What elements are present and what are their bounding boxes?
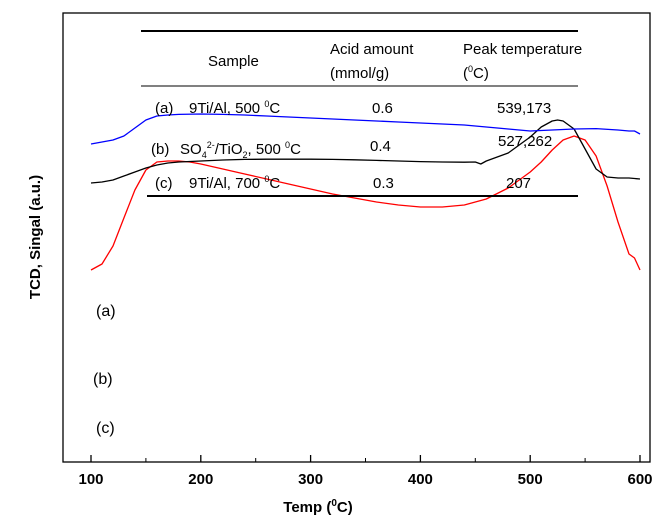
table-header-1: Acid amount — [330, 41, 414, 58]
y-axis-title: TCD, Singal (a.u.) — [27, 175, 44, 299]
x-tick-label: 100 — [78, 471, 103, 488]
table-row: (c) 9Ti/Al, 700 0C 0.3 207 — [155, 174, 531, 192]
table-row-label: (b) — [151, 141, 169, 158]
x-tick-label: 400 — [408, 471, 433, 488]
series-lines — [90, 113, 641, 271]
x-tick-label: 600 — [627, 471, 652, 488]
table-row: (a) 9Ti/Al, 500 0C 0.6 539,173 — [155, 99, 551, 117]
table-row-acid: 0.3 — [373, 175, 394, 192]
table-header-2-line2: (0C) — [463, 64, 489, 82]
x-axis-title: Temp (0C) — [283, 498, 352, 516]
series-label-1: (b) — [93, 371, 113, 388]
table-row-peak: 207 — [506, 175, 531, 192]
x-tick-label: 200 — [188, 471, 213, 488]
table-row-sample: SO42-/TiO2, 500 0C — [180, 140, 301, 160]
table-header-2: Peak temperature — [463, 41, 582, 58]
series-labels: (a) (b) (c) — [93, 303, 116, 437]
series-label-2: (c) — [96, 420, 115, 437]
table-row-sample: 9Ti/Al, 700 0C — [189, 174, 280, 192]
table-row: (b) SO42-/TiO2, 500 0C 0.4 527,262 — [151, 133, 552, 160]
table-row-sample: 9Ti/Al, 500 0C — [189, 99, 280, 117]
x-axis-tick-labels: 100 200 300 400 500 600 — [78, 471, 652, 488]
table-row-label: (a) — [155, 100, 173, 117]
table-rows: (a) 9Ti/Al, 500 0C 0.6 539,173 (b) SO42-/TiO2… — [151, 99, 552, 192]
table-header-0: Sample — [208, 53, 259, 70]
table-row-peak: 527,262 — [498, 133, 552, 150]
series-line-1 — [90, 119, 641, 184]
x-axis-ticks — [90, 455, 641, 462]
table-header-1-line2: (mmol/g) — [330, 65, 389, 82]
x-tick-label: 500 — [518, 471, 543, 488]
series-line-0 — [90, 135, 641, 271]
summary-table: Sample Acid amount (mmol/g) Peak temperatur… — [141, 30, 582, 197]
series-label-0: (a) — [96, 303, 116, 320]
table-row-peak: 539,173 — [497, 100, 551, 117]
x-tick-label: 300 — [298, 471, 323, 488]
table-row-acid: 0.4 — [370, 138, 391, 155]
table-headers: Sample Acid amount (mmol/g) Peak temperatur… — [208, 41, 582, 82]
table-row-acid: 0.6 — [372, 100, 393, 117]
table-row-label: (c) — [155, 175, 173, 192]
x-axis-title-superscript: 0 — [331, 498, 337, 509]
plot-frame — [62, 12, 651, 463]
series-line-2 — [90, 113, 641, 145]
